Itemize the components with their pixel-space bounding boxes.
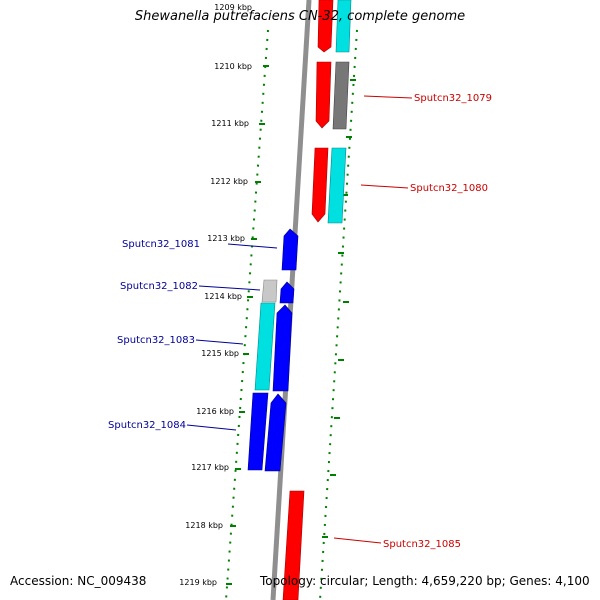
tick-label: 1215 kbp [201, 349, 239, 358]
tick-label: 1217 kbp [191, 463, 229, 472]
tick-label: 1216 kbp [196, 407, 234, 416]
leader-line [196, 340, 243, 344]
genome-summary-text: Topology: circular; Length: 4,659,220 bp… [260, 574, 590, 588]
tick-label: 1212 kbp [210, 177, 248, 186]
cds-feature-cyan[interactable] [255, 303, 275, 390]
gene-arrow-sputcn32-1083[interactable] [273, 305, 292, 391]
cds-feature-cyan[interactable] [328, 148, 346, 223]
cds-feature-light-gray[interactable] [262, 280, 277, 302]
cds-feature-gray[interactable] [333, 62, 349, 129]
gene-arrow-sputcn32-1081[interactable] [282, 229, 298, 270]
leader-line [187, 425, 236, 430]
tick-label: 1213 kbp [207, 234, 245, 243]
leader-line [199, 286, 260, 290]
gene-arrow-sputcn32-1079[interactable] [316, 62, 331, 128]
tick-label: 1218 kbp [185, 521, 223, 530]
gene-arrow-sputcn32-1080[interactable] [312, 148, 328, 222]
leader-line [361, 185, 408, 188]
gene-label-sputcn32-1081[interactable]: Sputcn32_1081 [122, 239, 200, 250]
gene-arrow-forward[interactable] [318, 0, 333, 52]
genome-title: Shewanella putrefaciens CN-32, complete … [0, 9, 600, 24]
cds-feature-blue[interactable] [248, 393, 268, 470]
leader-line [334, 538, 381, 543]
accession-text: Accession: NC_009438 [10, 574, 146, 588]
cds-feature-cyan[interactable] [336, 0, 351, 52]
gene-label-sputcn32-1079[interactable]: Sputcn32_1079 [414, 93, 492, 104]
gene-label-sputcn32-1082[interactable]: Sputcn32_1082 [120, 281, 198, 292]
gene-label-sputcn32-1085[interactable]: Sputcn32_1085 [383, 539, 461, 550]
gene-label-sputcn32-1084[interactable]: Sputcn32_1084 [108, 420, 186, 431]
gene-label-sputcn32-1083[interactable]: Sputcn32_1083 [117, 335, 195, 346]
tick-label: 1210 kbp [214, 62, 252, 71]
leader-line [364, 96, 412, 98]
tick-label: 1211 kbp [211, 119, 249, 128]
gene-label-sputcn32-1080[interactable]: Sputcn32_1080 [410, 183, 488, 194]
tick-labels: 1209 kbp 1210 kbp 1211 kbp 1212 kbp 1213… [179, 3, 252, 587]
tick-label: 1219 kbp [179, 578, 217, 587]
tick-label: 1214 kbp [204, 292, 242, 301]
